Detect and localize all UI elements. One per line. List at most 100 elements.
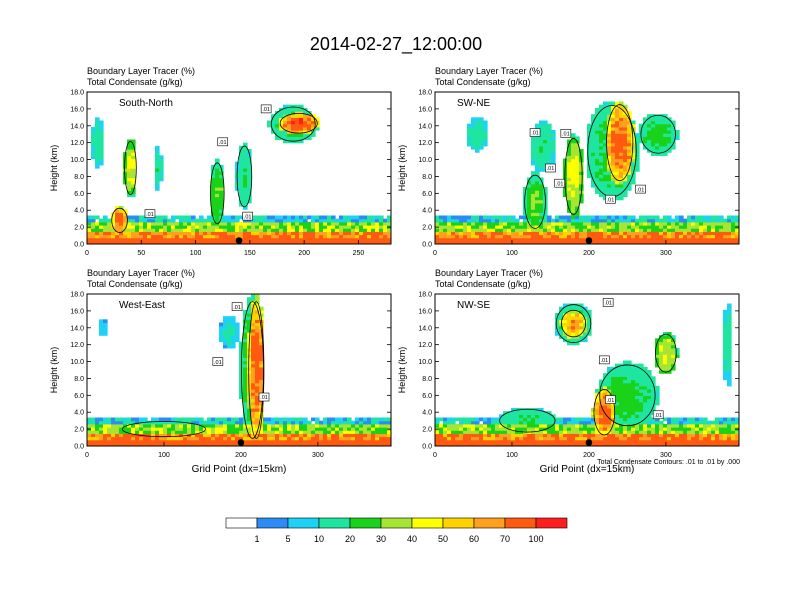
- contour-line: [270, 106, 316, 142]
- contour-line: [236, 145, 253, 208]
- contour-label: .01: [231, 302, 243, 311]
- y-tick-label: 6.0: [422, 393, 432, 400]
- section-label: South-North: [119, 98, 173, 109]
- contour-line: [655, 333, 677, 373]
- y-axis-label: Height (km): [397, 145, 407, 192]
- colorbar-label: 30: [376, 534, 386, 544]
- colorbar-swatch: [442, 517, 475, 529]
- y-tick-label: 14.0: [70, 325, 84, 332]
- colorbar-swatch: [256, 517, 289, 529]
- panels-group: Boundary Layer Tracer (%)Total Condensat…: [49, 66, 740, 475]
- svg-text:.01: .01: [260, 395, 268, 401]
- y-tick-label: 2.0: [74, 225, 84, 232]
- y-tick-label: 16.0: [418, 308, 432, 315]
- panel-title-condensate: Total Condensate (g/kg): [87, 279, 183, 289]
- tracer-field: [435, 101, 739, 244]
- contour-label: .01: [635, 184, 646, 194]
- colorbar-label: 5: [285, 534, 290, 544]
- y-tick-label: 14.0: [418, 123, 432, 130]
- panel-title-tracer: Boundary Layer Tracer (%): [435, 66, 543, 76]
- y-tick-label: 0.0: [422, 444, 432, 451]
- panel-top-left: Boundary Layer Tracer (%)Total Condensat…: [49, 66, 392, 257]
- panel-title-condensate: Total Condensate (g/kg): [435, 279, 531, 289]
- section-label: NW-SE: [457, 300, 490, 311]
- y-tick-label: 4.0: [422, 410, 432, 417]
- panel-title-condensate: Total Condensate (g/kg): [435, 77, 531, 87]
- y-axis-label: Height (km): [397, 347, 407, 394]
- svg-text:.01: .01: [607, 197, 615, 203]
- contour-line: [640, 114, 676, 154]
- section-label: West-East: [119, 300, 165, 311]
- contour-line: [240, 301, 264, 439]
- colorbar-swatch: [535, 517, 568, 529]
- y-tick-label: 2.0: [422, 225, 432, 232]
- svg-text:.01: .01: [600, 358, 608, 364]
- x-tick-label: 300: [660, 250, 672, 257]
- contour-label: .01: [602, 298, 614, 307]
- colorbar-swatch: [411, 517, 444, 529]
- panel-bottom-left: Boundary Layer Tracer (%)Total Condensat…: [49, 268, 392, 475]
- panel-title-condensate: Total Condensate (g/kg): [87, 77, 183, 87]
- y-tick-label: 18.0: [70, 292, 84, 299]
- location-marker: [585, 237, 593, 244]
- location-marker: [235, 237, 243, 244]
- tracer-field: [87, 294, 391, 446]
- section-label: SW-NE: [457, 98, 490, 109]
- y-tick-label: 16.0: [70, 308, 84, 315]
- x-tick-label: 200: [298, 250, 310, 257]
- colorbar-swatch: [287, 517, 320, 529]
- x-tick-label: 200: [583, 250, 595, 257]
- condensate-contours: [524, 104, 676, 229]
- contour-label: .01: [545, 163, 556, 173]
- y-tick-label: 6.0: [74, 393, 84, 400]
- svg-text:.01: .01: [214, 360, 222, 366]
- plot-frame: [434, 293, 740, 447]
- contour-line: [524, 174, 546, 229]
- contour-label: .01: [605, 395, 616, 404]
- y-tick-label: 0.0: [422, 242, 432, 249]
- x-tick-label: 250: [353, 250, 365, 257]
- panel-top-right: Boundary Layer Tracer (%)Total Condensat…: [397, 66, 740, 257]
- svg-text:.01: .01: [604, 301, 612, 307]
- contour-line: [593, 389, 616, 436]
- y-tick-label: 4.0: [74, 410, 84, 417]
- y-tick-label: 8.0: [74, 174, 84, 181]
- x-tick-label: 50: [137, 250, 145, 257]
- page-title: 2014-02-27_12:00:00: [310, 34, 482, 55]
- colorbar-label: 60: [469, 534, 479, 544]
- colorbar-swatch: [473, 517, 506, 529]
- svg-text:.01: .01: [244, 214, 252, 220]
- y-tick-label: 10.0: [418, 157, 432, 164]
- contour-footnote: Total Condensate Contours: .01 to .01 by…: [597, 459, 740, 466]
- y-tick-label: 14.0: [70, 123, 84, 130]
- plot-frame: [86, 91, 392, 245]
- location-marker: [237, 439, 245, 446]
- contour-label: .01: [560, 129, 572, 138]
- panel-title-tracer: Boundary Layer Tracer (%): [87, 268, 195, 278]
- y-tick-label: 12.0: [70, 140, 84, 147]
- y-tick-label: 10.0: [70, 157, 84, 164]
- svg-text:.01: .01: [531, 131, 539, 137]
- y-tick-label: 12.0: [70, 342, 84, 349]
- x-tick-label: 200: [235, 452, 247, 459]
- y-axis-label: Height (km): [49, 145, 59, 192]
- contour-line: [555, 304, 592, 343]
- contour-line: [279, 112, 318, 134]
- contour-label: .01: [529, 128, 541, 137]
- x-tick-label: 100: [158, 452, 170, 459]
- colorbar-label: 40: [407, 534, 417, 544]
- x-tick-label: 0: [433, 452, 437, 459]
- colorbar-label: 10: [314, 534, 324, 544]
- panel-title-tracer: Boundary Layer Tracer (%): [435, 268, 543, 278]
- contour-line: [561, 309, 587, 338]
- y-tick-label: 8.0: [422, 376, 432, 383]
- colorbar-swatch: [504, 517, 537, 529]
- y-tick-label: 12.0: [418, 140, 432, 147]
- svg-text:.01: .01: [262, 107, 270, 113]
- y-axis-label: Height (km): [49, 347, 59, 394]
- x-tick-label: 100: [506, 250, 518, 257]
- contour-label: .01: [212, 357, 224, 366]
- svg-text:.01: .01: [547, 166, 555, 172]
- y-tick-label: 18.0: [70, 90, 84, 97]
- contour-label: .01: [217, 137, 229, 147]
